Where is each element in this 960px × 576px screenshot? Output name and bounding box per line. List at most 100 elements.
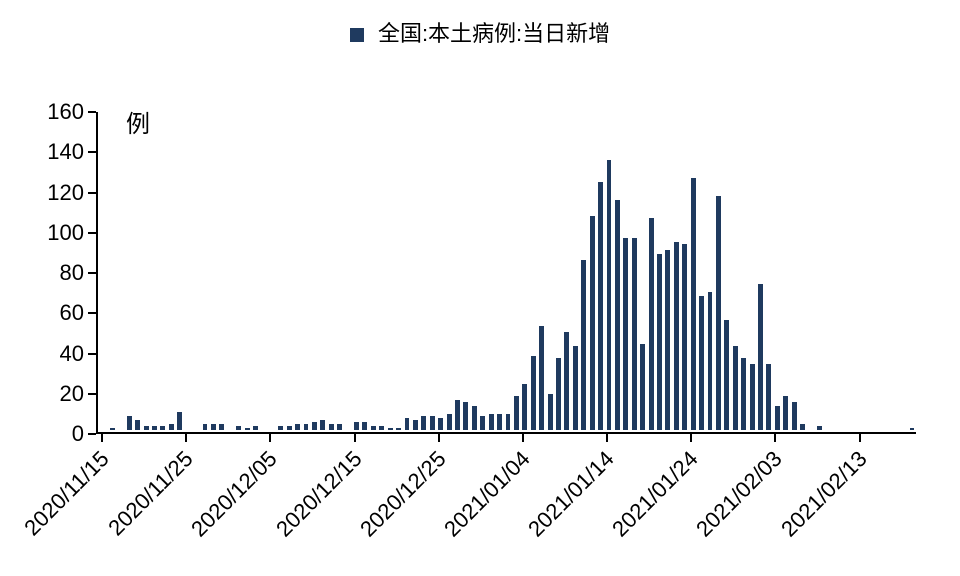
bar xyxy=(312,422,317,430)
y-tick-label: 60 xyxy=(0,300,84,326)
bar xyxy=(615,200,620,430)
y-tick-mark xyxy=(88,232,96,234)
x-tick-mark xyxy=(438,434,440,442)
bar xyxy=(539,326,544,430)
y-tick-mark xyxy=(88,272,96,274)
legend-marker xyxy=(350,28,364,42)
bar xyxy=(253,426,258,430)
bar xyxy=(127,416,132,430)
bar xyxy=(472,406,477,430)
x-tick-mark xyxy=(606,434,608,442)
x-tick-mark xyxy=(101,434,103,442)
x-tick-mark xyxy=(690,434,692,442)
bar xyxy=(211,424,216,430)
bar xyxy=(556,358,561,430)
y-tick-mark xyxy=(88,192,96,194)
y-tick-label: 0 xyxy=(0,421,84,447)
bar xyxy=(135,420,140,430)
bar xyxy=(775,406,780,430)
x-tick-label: 2021/01/14 xyxy=(523,446,619,542)
bar xyxy=(623,238,628,430)
bar xyxy=(362,422,367,430)
y-tick-label: 80 xyxy=(0,260,84,286)
bar xyxy=(480,416,485,430)
x-tick-label: 2021/01/04 xyxy=(439,446,535,542)
bar xyxy=(733,346,738,430)
y-tick-mark xyxy=(88,433,96,435)
x-tick-mark xyxy=(185,434,187,442)
bar xyxy=(388,428,393,430)
bar xyxy=(699,296,704,430)
x-tick-label: 2020/11/25 xyxy=(103,446,198,541)
bar xyxy=(682,244,687,430)
x-tick-label: 2020/12/25 xyxy=(355,446,451,542)
bar xyxy=(463,402,468,430)
bar xyxy=(160,426,165,430)
bar xyxy=(716,196,721,430)
bar xyxy=(413,420,418,430)
bar xyxy=(674,242,679,430)
x-tick-label: 2021/02/13 xyxy=(776,446,872,542)
x-tick-mark xyxy=(774,434,776,442)
bar xyxy=(632,238,637,430)
y-tick-mark xyxy=(88,393,96,395)
bar xyxy=(295,424,300,430)
y-tick-mark xyxy=(88,151,96,153)
bar xyxy=(724,320,729,430)
bar xyxy=(640,344,645,430)
bar xyxy=(203,424,208,430)
bar xyxy=(396,428,401,430)
bar xyxy=(708,292,713,430)
bar xyxy=(657,254,662,430)
bar xyxy=(304,424,309,430)
bar xyxy=(741,358,746,430)
bar xyxy=(607,160,612,430)
bar xyxy=(110,428,115,430)
chart-container: 全国:本土病例:当日新增 例 020406080100120140160 202… xyxy=(0,0,960,576)
bar xyxy=(758,284,763,430)
x-tick-label: 2021/01/24 xyxy=(607,446,703,542)
bar xyxy=(598,182,603,430)
bar xyxy=(320,420,325,430)
bar xyxy=(766,364,771,430)
bar xyxy=(783,396,788,430)
bar xyxy=(800,424,805,430)
x-tick-mark xyxy=(522,434,524,442)
bar xyxy=(152,426,157,430)
bar xyxy=(245,428,250,430)
bar xyxy=(438,418,443,430)
bar xyxy=(573,346,578,430)
x-tick-mark xyxy=(859,434,861,442)
bars-group xyxy=(98,112,916,430)
bar xyxy=(817,426,822,430)
bar xyxy=(405,418,410,430)
x-tick-mark xyxy=(269,434,271,442)
bar xyxy=(665,250,670,430)
x-axis-ticks: 2020/11/152020/11/252020/12/052020/12/15… xyxy=(96,434,916,574)
plot-area xyxy=(96,112,916,434)
bar xyxy=(455,400,460,430)
y-tick-label: 140 xyxy=(0,139,84,165)
bar xyxy=(649,218,654,430)
bar xyxy=(531,356,536,430)
x-tick-label: 2020/12/15 xyxy=(271,446,367,542)
bar xyxy=(177,412,182,430)
bar xyxy=(506,414,511,430)
y-axis-ticks: 020406080100120140160 xyxy=(0,112,92,434)
bar xyxy=(910,428,915,430)
x-tick-label: 2020/11/15 xyxy=(19,446,114,541)
y-tick-label: 120 xyxy=(0,180,84,206)
legend-text: 全国:本土病例:当日新增 xyxy=(378,21,610,46)
bar xyxy=(169,424,174,430)
bar xyxy=(522,384,527,430)
y-tick-mark xyxy=(88,353,96,355)
bar xyxy=(354,422,359,430)
bar xyxy=(379,426,384,430)
x-tick-label: 2021/02/03 xyxy=(691,446,787,542)
y-tick-label: 40 xyxy=(0,341,84,367)
bar xyxy=(581,260,586,430)
chart-legend: 全国:本土病例:当日新增 xyxy=(0,16,960,48)
y-tick-label: 160 xyxy=(0,99,84,125)
bar xyxy=(590,216,595,430)
bar xyxy=(750,364,755,430)
